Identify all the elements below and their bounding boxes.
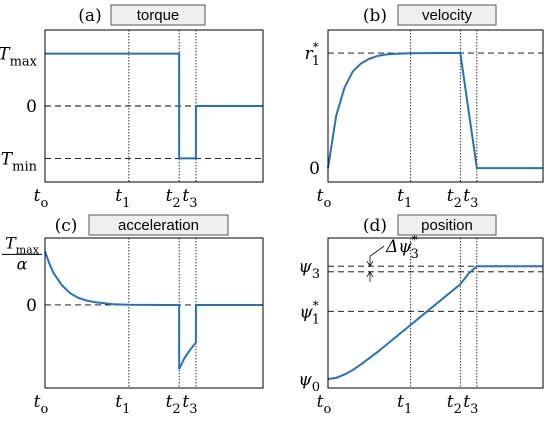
chart-title: position (421, 217, 473, 234)
series-line (45, 52, 263, 160)
chart-title: velocity (422, 7, 473, 24)
panel-tag: (c) (55, 216, 78, 236)
series-line (327, 265, 543, 380)
chart-title: acceleration (118, 217, 199, 234)
y-tick-fraction-denominator: α (17, 254, 28, 273)
x-tick-label: t1 (115, 392, 130, 417)
x-tick-label: to (34, 186, 49, 211)
panel-tag: (b) (363, 6, 387, 26)
y-tick-fraction-numerator: Tmax (5, 233, 40, 256)
plot-frame (327, 237, 544, 389)
x-tick-label: t3 (463, 392, 478, 417)
y-tick-label: Tmin (1, 149, 38, 174)
x-tick-label: t3 (182, 392, 197, 417)
x-tick-label: t2 (447, 186, 462, 211)
series-line (327, 52, 543, 170)
x-tick-label: t2 (447, 392, 462, 417)
delta-arrowhead-bottom (366, 271, 374, 278)
x-tick-label: t2 (166, 186, 181, 211)
y-tick-label: Tmax (0, 45, 38, 70)
x-tick-label: t1 (397, 186, 412, 211)
panel-tag: (d) (363, 216, 387, 236)
title-box (88, 214, 229, 236)
panel-position: (d) position to t1 t2 t3 ψ3 ψ* 1 ψ0 Δψ* 3 (298, 214, 544, 417)
y-tick-label: ψ0 (298, 370, 320, 395)
x-tick-label: t1 (115, 186, 130, 211)
x-tick-label: t3 (463, 186, 478, 211)
series-line (44, 251, 263, 370)
y-tick-label: 0 (26, 296, 37, 316)
plot-frame (327, 29, 544, 183)
panel-velocity: (b) velocity to t1 t2 t3 r* 1 0 (305, 4, 544, 211)
plot-frame (44, 29, 264, 183)
x-tick-label: t2 (166, 392, 181, 417)
delta-psi-annotation: Δψ* 3 (385, 233, 419, 262)
x-tick-label: t3 (182, 186, 197, 211)
y-tick-label: r* 1 (305, 40, 320, 69)
x-tick-label: t1 (397, 392, 412, 417)
x-tick-label: to (317, 392, 332, 417)
plot-frame (44, 237, 264, 389)
x-tick-label: to (317, 186, 332, 211)
title-box (397, 214, 497, 236)
y-tick-label: 0 (309, 159, 320, 179)
y-tick-label: ψ3 (298, 257, 320, 282)
chart-title: torque (137, 7, 180, 24)
y-tick-label: 0 (26, 97, 37, 117)
y-tick-label: ψ* 1 (299, 298, 320, 327)
title-box (110, 4, 206, 26)
delta-arrowhead-top (366, 260, 374, 267)
panel-tag: (a) (78, 6, 101, 26)
title-box (397, 4, 497, 26)
x-tick-label: to (34, 392, 49, 417)
delta-leader-line (369, 245, 385, 257)
